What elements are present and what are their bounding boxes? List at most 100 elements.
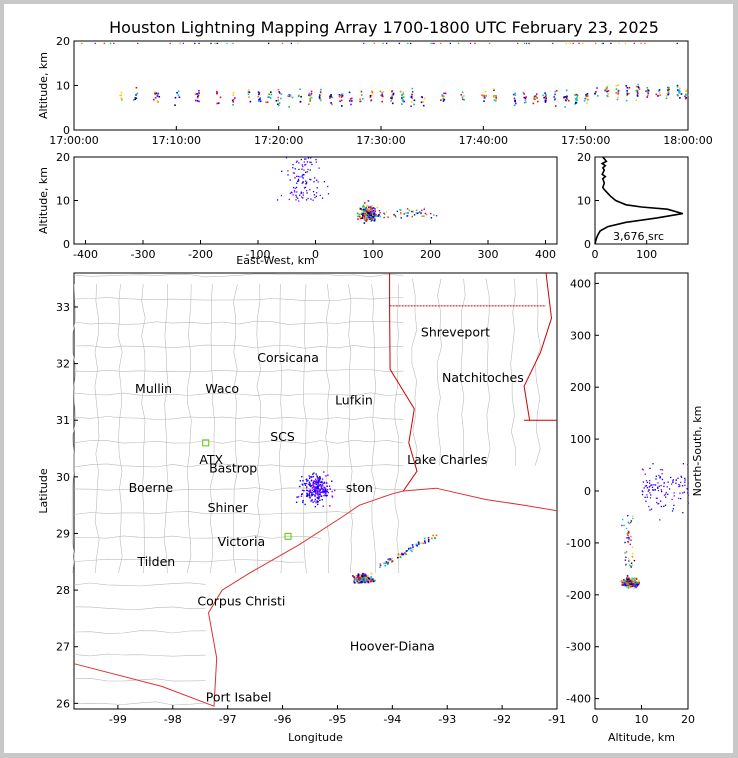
source-point <box>309 489 311 492</box>
source-point <box>625 99 628 102</box>
source-point <box>604 88 607 91</box>
source-point <box>535 95 537 98</box>
source-point <box>679 497 682 500</box>
source-point <box>362 208 365 211</box>
source-point <box>442 100 445 102</box>
source-point <box>622 584 625 586</box>
source-point <box>371 209 373 212</box>
source-point <box>306 494 308 496</box>
source-point <box>358 213 360 216</box>
source-point <box>174 96 177 99</box>
source-point <box>318 495 320 498</box>
source-point <box>574 103 576 105</box>
source-point <box>299 485 301 488</box>
source-point <box>368 217 371 220</box>
source-point <box>310 90 313 93</box>
source-point <box>543 96 545 99</box>
source-point <box>649 467 651 470</box>
x-tick-label: -93 <box>438 713 456 726</box>
source-point <box>566 95 568 98</box>
source-point <box>424 212 427 215</box>
county-line <box>394 284 400 574</box>
source-point <box>311 163 313 166</box>
source-point <box>387 558 390 561</box>
source-point <box>415 209 418 211</box>
source-point <box>367 216 370 218</box>
source-point <box>649 485 651 487</box>
source-point <box>248 96 251 99</box>
source-point <box>312 501 314 503</box>
y-tick-label: 300 <box>570 329 591 342</box>
source-point <box>628 522 630 525</box>
lma-figure: Houston Lightning Mapping Array 1700-180… <box>37 18 713 744</box>
y-tick-label: 0 <box>63 124 70 137</box>
source-point <box>321 197 324 199</box>
source-point <box>355 575 358 578</box>
source-point <box>391 102 394 105</box>
source-point <box>399 556 402 559</box>
source-point <box>625 579 627 581</box>
source-point <box>135 94 137 96</box>
source-point <box>565 42 568 45</box>
source-point <box>368 209 370 212</box>
source-point <box>232 94 235 96</box>
source-point <box>309 94 311 97</box>
source-point <box>401 94 403 97</box>
source-point <box>311 499 313 502</box>
source-point <box>357 577 359 580</box>
source-point <box>615 88 618 90</box>
source-point <box>309 161 311 163</box>
x-tick-label: -98 <box>164 713 182 726</box>
source-point <box>360 90 363 93</box>
source-point <box>631 577 633 580</box>
source-point <box>301 168 303 170</box>
source-point <box>636 585 638 587</box>
county-line <box>73 677 206 682</box>
source-point <box>463 95 465 97</box>
source-point <box>315 161 317 163</box>
source-point <box>316 179 318 181</box>
source-point <box>423 215 425 217</box>
source-point <box>364 573 367 576</box>
source-point <box>406 215 408 217</box>
source-point <box>196 92 198 95</box>
source-point <box>323 487 325 489</box>
source-point <box>416 212 418 215</box>
source-point <box>630 580 633 582</box>
source-point <box>323 482 325 485</box>
source-point <box>675 479 677 481</box>
source-point <box>215 92 218 95</box>
source-point <box>525 42 528 45</box>
county-line <box>73 535 322 539</box>
source-point <box>658 485 660 487</box>
source-point <box>363 575 366 577</box>
source-point <box>318 167 320 169</box>
source-point <box>565 99 567 102</box>
source-point <box>386 42 388 45</box>
source-point <box>317 477 319 480</box>
source-point <box>636 95 639 97</box>
county-line <box>141 284 146 574</box>
source-point <box>312 493 314 496</box>
source-point <box>134 97 137 99</box>
source-point <box>381 100 383 103</box>
source-point <box>621 584 623 586</box>
source-point <box>392 92 395 95</box>
source-point <box>679 481 682 484</box>
source-point <box>427 536 430 539</box>
source-point <box>351 575 354 577</box>
source-point <box>319 483 322 486</box>
source-point <box>630 584 633 587</box>
histogram-line <box>594 156 684 245</box>
source-point <box>535 93 538 95</box>
source-point <box>626 86 629 89</box>
source-point <box>433 42 435 45</box>
source-point <box>402 93 405 95</box>
source-point <box>427 540 430 543</box>
source-point <box>319 489 322 491</box>
source-point <box>325 482 327 484</box>
source-point <box>617 96 620 99</box>
source-point <box>634 578 636 580</box>
source-point <box>483 96 486 99</box>
source-point <box>294 187 296 189</box>
